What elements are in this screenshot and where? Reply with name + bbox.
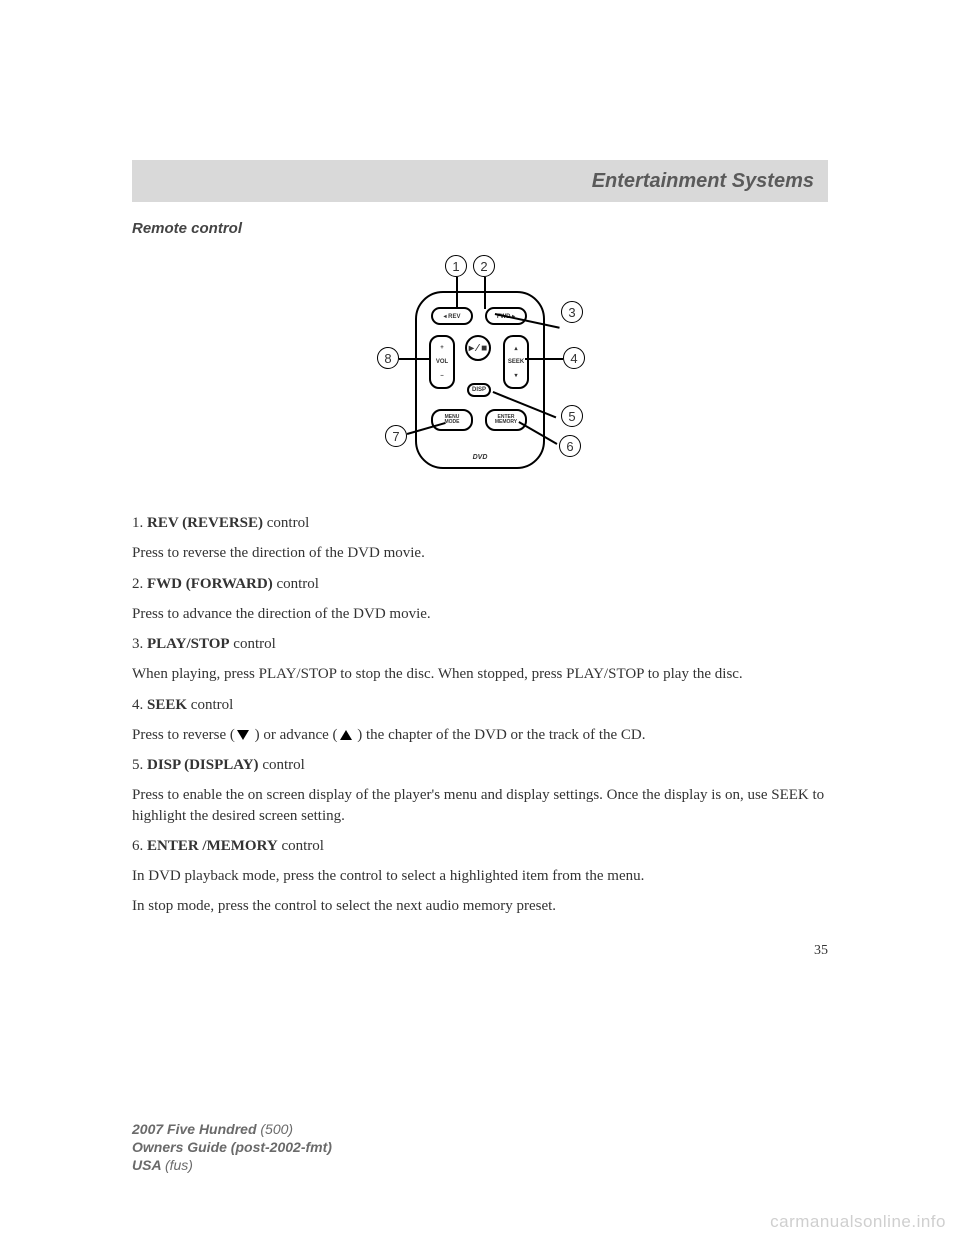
disp-button: DISP xyxy=(467,383,491,397)
page-content: Entertainment Systems Remote control ◂ R… xyxy=(132,160,828,959)
callout-7: 7 xyxy=(385,425,407,447)
item-1-tail: control xyxy=(263,515,309,531)
item-2-title: 2. FWD (FORWARD) control xyxy=(132,574,828,594)
footer-l1a: 2007 Five Hundred xyxy=(132,1121,260,1137)
item-3-title: 3. PLAY/STOP control xyxy=(132,634,828,654)
callout-6: 6 xyxy=(559,435,581,457)
footer-l3a: USA xyxy=(132,1157,165,1173)
callout-1: 1 xyxy=(445,255,467,277)
memory-label: MEMORY xyxy=(495,420,517,426)
item-2-desc: Press to advance the direction of the DV… xyxy=(132,604,828,624)
callout-2: 2 xyxy=(473,255,495,277)
leader-8 xyxy=(399,358,429,360)
leader-2 xyxy=(484,277,486,309)
seek-down: ▾ xyxy=(514,372,517,379)
footer: 2007 Five Hundred (500) Owners Guide (po… xyxy=(132,1120,332,1175)
enter-memory-button: ENTER MEMORY xyxy=(485,409,527,431)
item-6-num: 6. xyxy=(132,838,147,854)
item-5-bold: DISP (DISPLAY) xyxy=(147,757,259,773)
seek-button: ▴ SEEK ▾ xyxy=(503,335,529,389)
watermark: carmanualsonline.info xyxy=(770,1212,946,1232)
triangle-down-icon xyxy=(237,730,249,740)
item-1-title: 1. REV (REVERSE) control xyxy=(132,513,828,533)
footer-line-2: Owners Guide (post-2002-fmt) xyxy=(132,1138,332,1156)
item-4b: ) or advance ( xyxy=(251,727,338,743)
callout-5: 5 xyxy=(561,405,583,427)
seek-up: ▴ xyxy=(514,345,517,352)
play-stop-button: ▸ ⁄ ■ xyxy=(465,335,491,361)
item-4-bold: SEEK xyxy=(147,697,187,713)
item-3-bold: PLAY/STOP xyxy=(147,636,230,652)
vol-label: VOL xyxy=(436,359,448,365)
leader-4 xyxy=(525,358,563,360)
item-3-desc: When playing, press PLAY/STOP to stop th… xyxy=(132,664,828,684)
item-2-tail: control xyxy=(273,576,319,592)
remote-body: ◂ REV FWD ▸ + VOL – ▸ ⁄ ■ ▴ SEEK ▾ DISP … xyxy=(415,291,545,469)
seek-label: SEEK xyxy=(508,359,524,365)
diagram-container: ◂ REV FWD ▸ + VOL – ▸ ⁄ ■ ▴ SEEK ▾ DISP … xyxy=(132,251,828,491)
section-title: Remote control xyxy=(132,220,828,237)
item-6-tail: control xyxy=(278,838,324,854)
remote-diagram: ◂ REV FWD ▸ + VOL – ▸ ⁄ ■ ▴ SEEK ▾ DISP … xyxy=(365,251,595,491)
body-text: 1. REV (REVERSE) control Press to revers… xyxy=(132,513,828,917)
item-1-bold: REV (REVERSE) xyxy=(147,515,263,531)
item-1-desc: Press to reverse the direction of the DV… xyxy=(132,543,828,563)
item-4-tail: control xyxy=(187,697,233,713)
header-bar: Entertainment Systems xyxy=(132,160,828,202)
item-3-tail: control xyxy=(230,636,276,652)
item-5-num: 5. xyxy=(132,757,147,773)
item-2-num: 2. xyxy=(132,576,147,592)
vol-button: + VOL – xyxy=(429,335,455,389)
triangle-up-icon xyxy=(340,730,352,740)
item-5-title: 5. DISP (DISPLAY) control xyxy=(132,755,828,775)
item-6-desc: In DVD playback mode, press the control … xyxy=(132,866,828,886)
dvd-label: DVD xyxy=(417,454,543,461)
leader-1 xyxy=(456,277,458,309)
item-4-desc: Press to reverse ( ) or advance ( ) the … xyxy=(132,725,828,745)
menu-mode-button: MENU MODE xyxy=(431,409,473,431)
item-5-tail: control xyxy=(259,757,305,773)
item-6-desc-b: In stop mode, press the control to selec… xyxy=(132,896,828,916)
footer-line-1: 2007 Five Hundred (500) xyxy=(132,1120,332,1138)
mode-label: MODE xyxy=(445,420,460,426)
item-4a: Press to reverse ( xyxy=(132,727,235,743)
item-2-bold: FWD (FORWARD) xyxy=(147,576,273,592)
footer-line-3: USA (fus) xyxy=(132,1156,332,1174)
item-4c: ) the chapter of the DVD or the track of… xyxy=(354,727,646,743)
item-4-num: 4. xyxy=(132,697,147,713)
item-6-title: 6. ENTER /MEMORY control xyxy=(132,836,828,856)
page-number: 35 xyxy=(132,943,828,959)
header-title: Entertainment Systems xyxy=(592,170,814,193)
item-1-num: 1. xyxy=(132,515,147,531)
vol-plus: + xyxy=(440,345,444,351)
item-5-desc: Press to enable the on screen display of… xyxy=(132,785,828,826)
item-4-title: 4. SEEK control xyxy=(132,695,828,715)
callout-8: 8 xyxy=(377,347,399,369)
item-6-bold: ENTER /MEMORY xyxy=(147,838,278,854)
rev-button: ◂ REV xyxy=(431,307,473,325)
callout-4: 4 xyxy=(563,347,585,369)
footer-l1b: (500) xyxy=(260,1121,293,1137)
footer-l3b: (fus) xyxy=(165,1157,193,1173)
vol-minus: – xyxy=(440,373,443,379)
callout-3: 3 xyxy=(561,301,583,323)
item-3-num: 3. xyxy=(132,636,147,652)
